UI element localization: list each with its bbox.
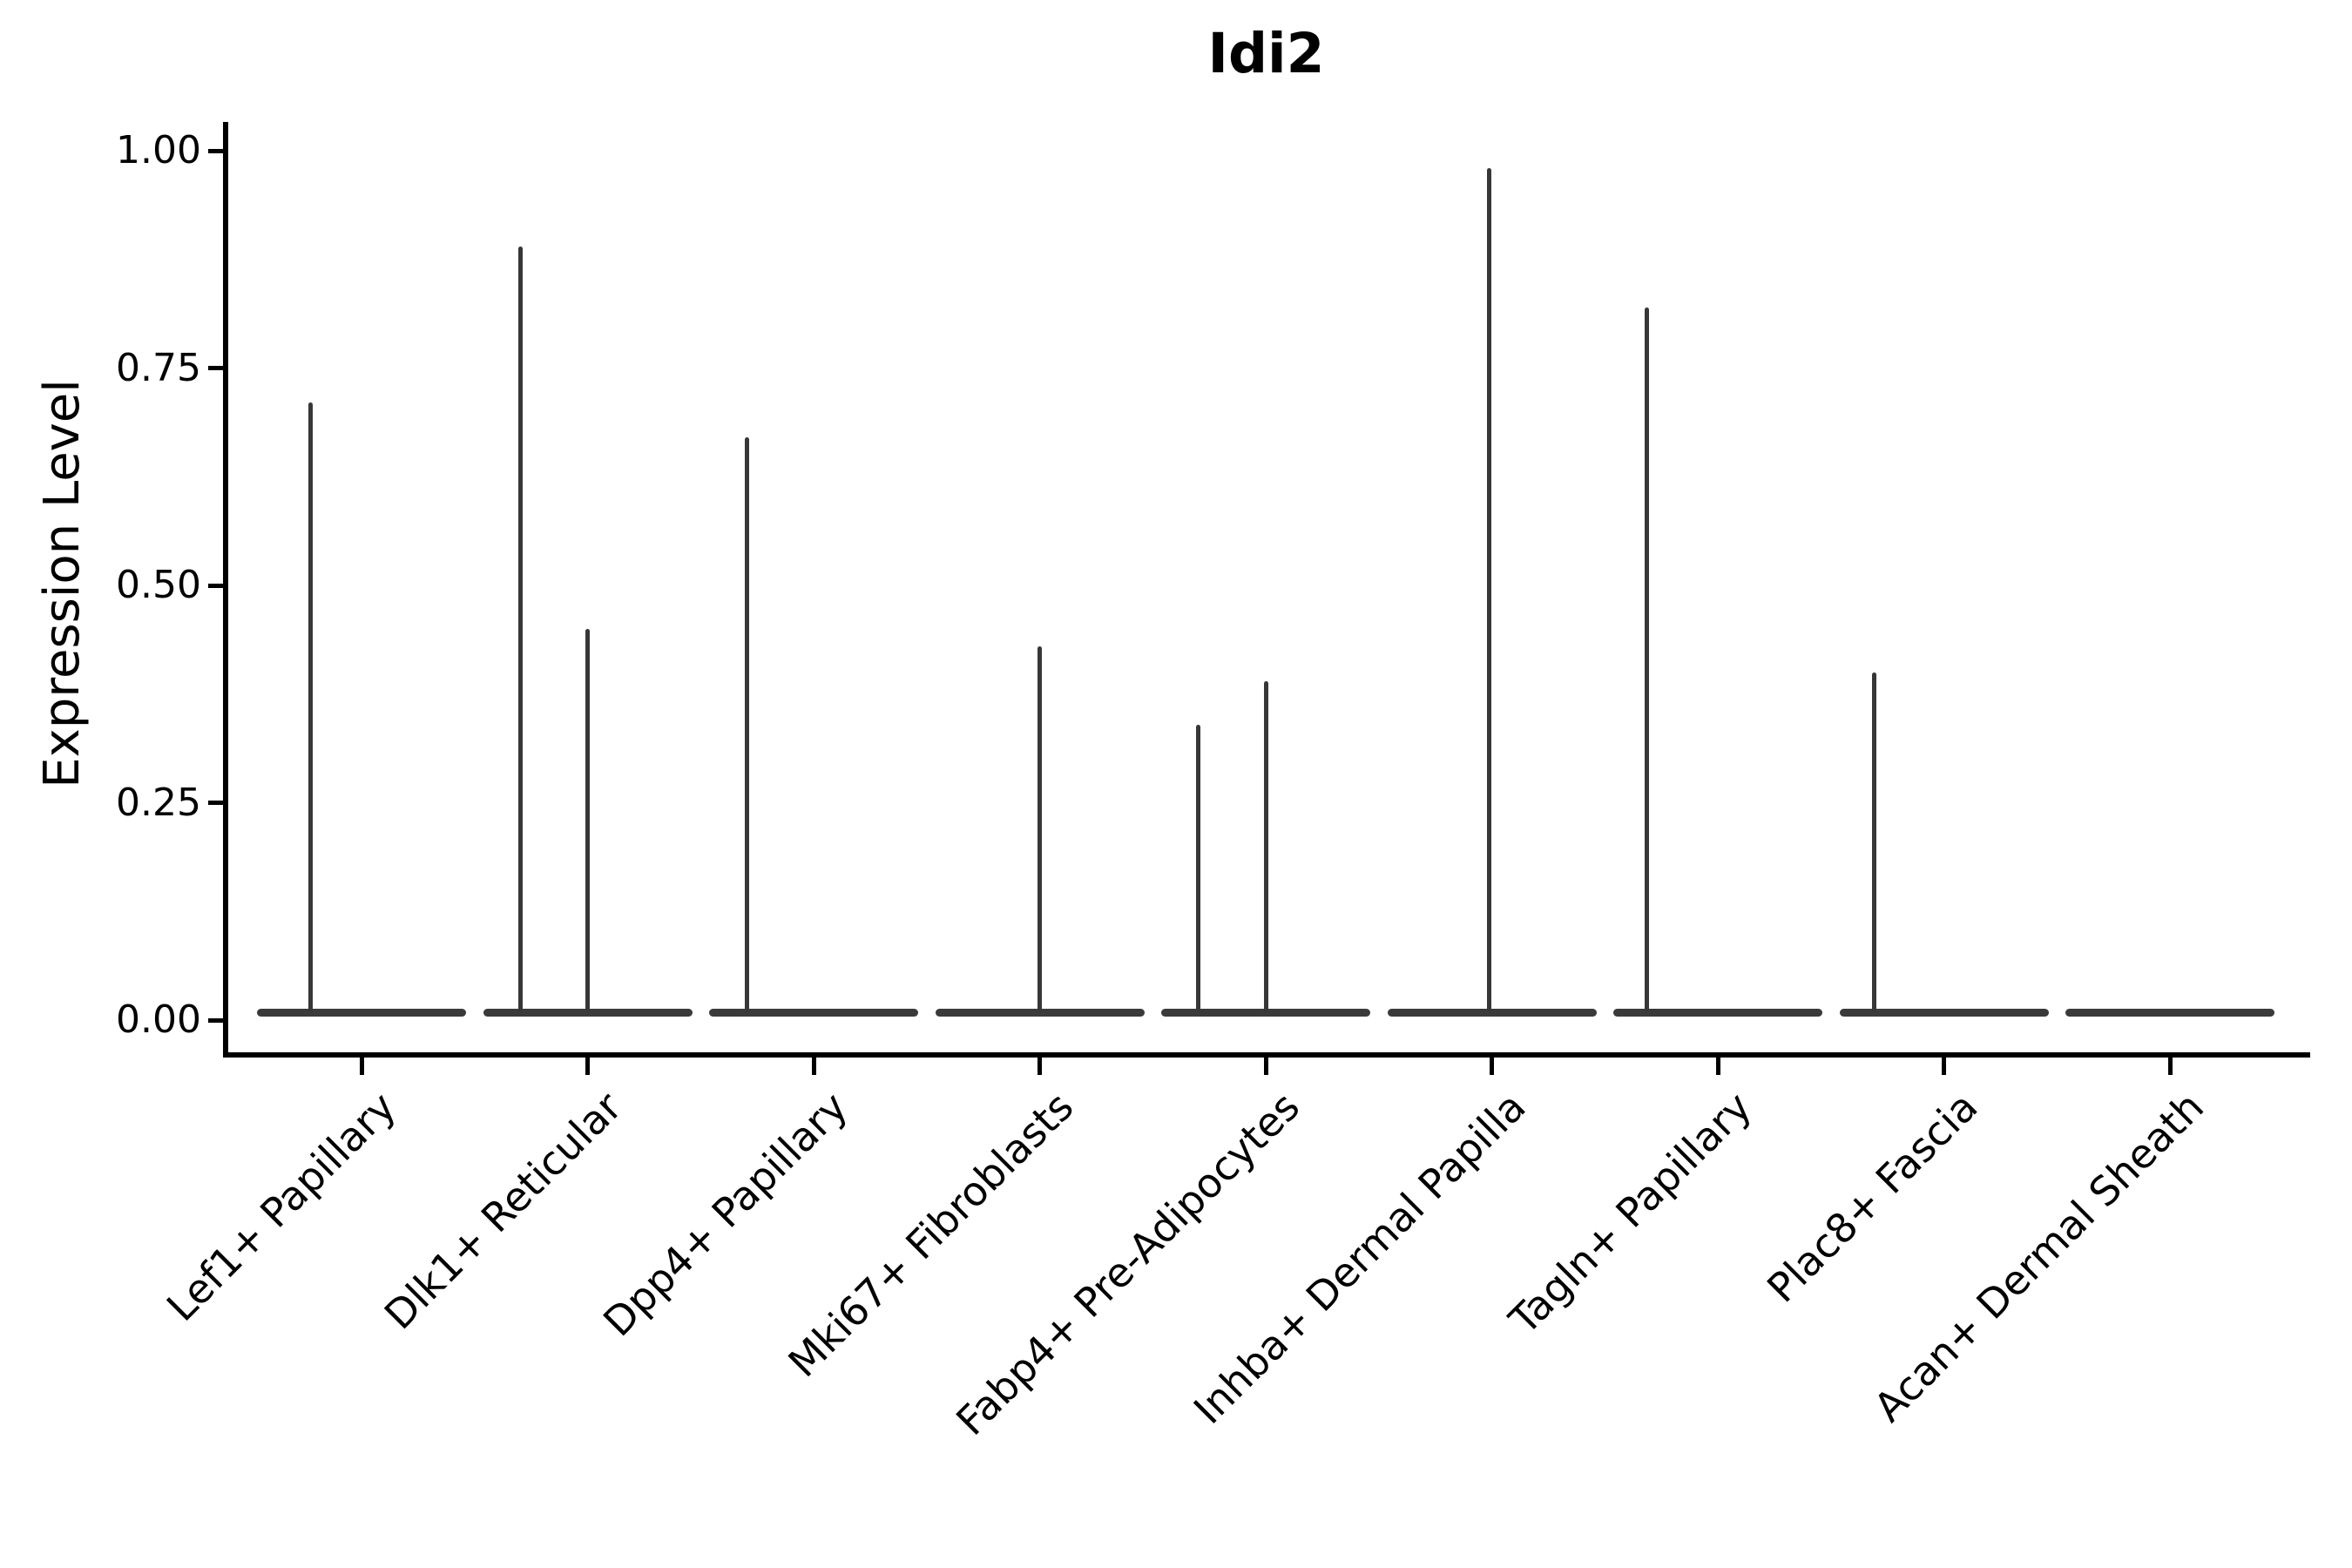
y-tick-mark	[208, 801, 226, 805]
x-category-label: Plac8+ Fascia	[1758, 1083, 1987, 1312]
y-tick-label: 0.00	[116, 997, 201, 1042]
x-tick-mark	[2167, 1058, 2173, 1075]
x-tick-mark	[1942, 1058, 1946, 1075]
violin-body	[1161, 1008, 1370, 1017]
y-tick-mark	[208, 148, 226, 153]
violin-body	[709, 1008, 918, 1017]
y-tick-mark	[208, 583, 226, 588]
violin-spike	[1872, 672, 1876, 1012]
violin-body	[1613, 1008, 1822, 1017]
violin-body	[1839, 1008, 2049, 1017]
y-tick-label: 1.00	[116, 128, 201, 172]
y-axis-spine	[223, 122, 228, 1058]
violin-spike	[585, 628, 590, 1012]
violin-spike	[1644, 307, 1649, 1012]
x-category-label: Tagln+ Papillary	[1500, 1083, 1761, 1344]
violin-body	[2065, 1008, 2274, 1017]
violin-spike	[1263, 680, 1268, 1012]
x-tick-mark	[585, 1058, 590, 1075]
y-tick-label: 0.25	[116, 780, 201, 825]
violin-spike	[1487, 167, 1491, 1012]
x-tick-mark	[811, 1058, 816, 1075]
x-tick-mark	[1263, 1058, 1268, 1075]
x-tick-mark	[359, 1058, 364, 1075]
x-category-label: Dlk1+ Reticular	[375, 1083, 631, 1339]
x-tick-mark	[1715, 1058, 1720, 1075]
violin-spike	[308, 402, 313, 1012]
violin-body	[1387, 1008, 1597, 1017]
y-tick-label: 0.75	[116, 345, 201, 390]
x-category-label: Lef1+ Papillary	[157, 1083, 405, 1331]
violin-body	[483, 1008, 693, 1017]
violin-spike	[518, 246, 523, 1012]
violin-spike	[744, 437, 749, 1012]
x-tick-mark	[1490, 1058, 1494, 1075]
violin-spike	[1037, 645, 1042, 1012]
y-tick-label: 0.50	[116, 563, 201, 607]
violin-body	[257, 1008, 466, 1017]
violin-body	[935, 1008, 1145, 1017]
violin-spike	[1195, 724, 1200, 1012]
x-tick-mark	[1037, 1058, 1042, 1075]
y-tick-mark	[208, 366, 226, 370]
x-axis-spine	[223, 1052, 2310, 1058]
y-tick-mark	[208, 1017, 226, 1023]
plot-title: Idi2	[1207, 22, 1325, 85]
x-category-label: Dpp4+ Papillary	[594, 1083, 857, 1346]
